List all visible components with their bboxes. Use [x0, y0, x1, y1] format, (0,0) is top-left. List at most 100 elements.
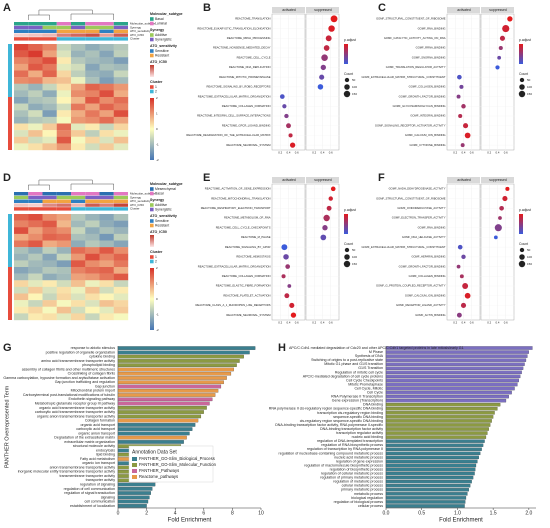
- term-label: regulation of cellular metabolic process: [321, 472, 383, 476]
- bar: [385, 407, 498, 411]
- legend-label: Mesenchymal: [155, 187, 176, 191]
- heatmap-cell: [42, 97, 57, 104]
- term-label: GOMF_DNA_HELICASE_ACTIVITY: [402, 235, 446, 239]
- heatmap-cell: [113, 103, 129, 111]
- heatmap-cell: [56, 110, 72, 118]
- legend-title: Molecular_subtype: [150, 182, 183, 186]
- annotation-cell: [85, 29, 100, 33]
- term-label: establishment of localization: [70, 504, 115, 508]
- heatmap-cell: [28, 260, 43, 268]
- heatmap-cell: [42, 214, 57, 221]
- heatmap-cell: [85, 286, 100, 294]
- heatmap-cell: [14, 110, 29, 118]
- term-label: GOMF_CYTOKINE_BINDING: [410, 143, 446, 147]
- term-label: nucleic acid metabolic process: [334, 455, 383, 459]
- facet-header: [306, 7, 339, 13]
- legend-dot: [343, 90, 351, 98]
- legend-colorbar: [519, 214, 523, 234]
- legend-label: Reactome_pathways: [139, 474, 178, 479]
- heatmap-cell: [28, 123, 43, 131]
- heatmap-cell: [99, 116, 114, 124]
- term-label: GOMF_SIGNALING_RECEPTOR_ACTIVATOR_ACTIVI…: [375, 123, 446, 127]
- heatmap-cell: [42, 110, 57, 118]
- heatmap-cell: [28, 293, 43, 301]
- heatmap-cell: [14, 280, 29, 288]
- bar: [385, 451, 481, 456]
- heatmap-cell: [28, 63, 43, 71]
- heatmap-cell: [85, 116, 100, 124]
- heatmap-cell: [85, 103, 100, 111]
- heatmap-cell: [71, 116, 86, 124]
- dot: [463, 123, 469, 129]
- bar: [385, 370, 522, 375]
- heatmap-cell: [14, 123, 29, 131]
- bar: [385, 447, 482, 451]
- dot: [320, 64, 326, 71]
- bar: [117, 440, 184, 444]
- heatmap-cell: [99, 97, 114, 104]
- bar: [117, 406, 207, 410]
- heatmap-cell: [56, 280, 72, 288]
- term-label: organic anion transmembrane transporter …: [37, 414, 115, 418]
- bar: [117, 491, 151, 495]
- annotation-cell: [85, 22, 100, 26]
- heatmap-cell: [56, 286, 72, 294]
- legend-colorbar: [344, 214, 348, 234]
- heatmap-cell: [85, 253, 100, 261]
- heatmap-cell: [85, 227, 100, 235]
- term-label: Switching of origins to a post-replicati…: [311, 358, 383, 362]
- bar: [117, 397, 213, 402]
- facet-header: [447, 177, 480, 183]
- term-label: lipid binding: [96, 453, 115, 457]
- term-label: REACTOME_ELASTIC_FIBRE_FORMATION: [216, 284, 271, 288]
- term-label: REACTOME_EXTRACELLULAR_MATRIX_ORGANIZATI…: [198, 264, 271, 268]
- annotation-cell: [99, 195, 114, 200]
- bar: [385, 366, 524, 370]
- heatmap-cell: [56, 136, 72, 144]
- term-label: anion transmembrane transporter activity: [50, 465, 116, 469]
- legend-title: p.adjust: [344, 38, 356, 42]
- heatmap-cell: [14, 83, 29, 91]
- annotation-cell: [113, 203, 128, 207]
- dot: [505, 186, 510, 191]
- dendrogram: [28, 9, 114, 20]
- panel-label: B: [203, 2, 211, 14]
- legend-colorbar: [150, 235, 154, 247]
- facet-header: [481, 7, 514, 13]
- heatmap-cell: [42, 63, 57, 71]
- heatmap-cell: [113, 63, 129, 71]
- heatmap-cell: [113, 136, 129, 144]
- term-label: REACTOME_DEGRADATION_OF_THE_EXTRACELLULA…: [186, 133, 270, 137]
- legend-label: 150: [352, 92, 357, 96]
- term-label: GOMF_SNORNA_BINDING: [412, 55, 446, 59]
- heatmap-cell: [14, 103, 29, 111]
- term-label: organic acid transmembrane transporter a…: [39, 406, 115, 410]
- annotation-cell: [99, 203, 114, 207]
- term-label: RNA Polymerase II Transcription: [331, 395, 383, 399]
- heatmap-cell: [85, 123, 100, 131]
- heatmap-cell: [71, 313, 86, 321]
- heatmap-cell: [56, 77, 72, 84]
- bar: [385, 411, 495, 415]
- annotation-cell: [71, 203, 86, 207]
- heatmap-cell: [56, 130, 72, 137]
- dot: [457, 244, 463, 250]
- x-tick-label: 8: [231, 510, 234, 516]
- dot: [497, 55, 502, 60]
- annotation-cell: [85, 192, 100, 196]
- legend-dot: [344, 84, 350, 90]
- bar: [385, 394, 509, 399]
- heatmap-cell: [14, 260, 29, 268]
- heatmap-cell: [28, 110, 43, 118]
- dot: [456, 312, 462, 318]
- term-label: endocytosis: [96, 448, 115, 452]
- term-label: REACTOME_EUKARYOTIC_TRANSLATION_ELONGATI…: [197, 26, 270, 30]
- heatmap-cell: [42, 143, 57, 151]
- term-label: sequence-specific DNA binding: [333, 415, 383, 419]
- heatmap-cell: [99, 63, 114, 71]
- heatmap-cell: [56, 233, 72, 241]
- heatmap-cell: [56, 267, 72, 274]
- heatmap-cell: [85, 280, 100, 288]
- heatmap-cell: [99, 143, 114, 151]
- dot: [281, 274, 286, 279]
